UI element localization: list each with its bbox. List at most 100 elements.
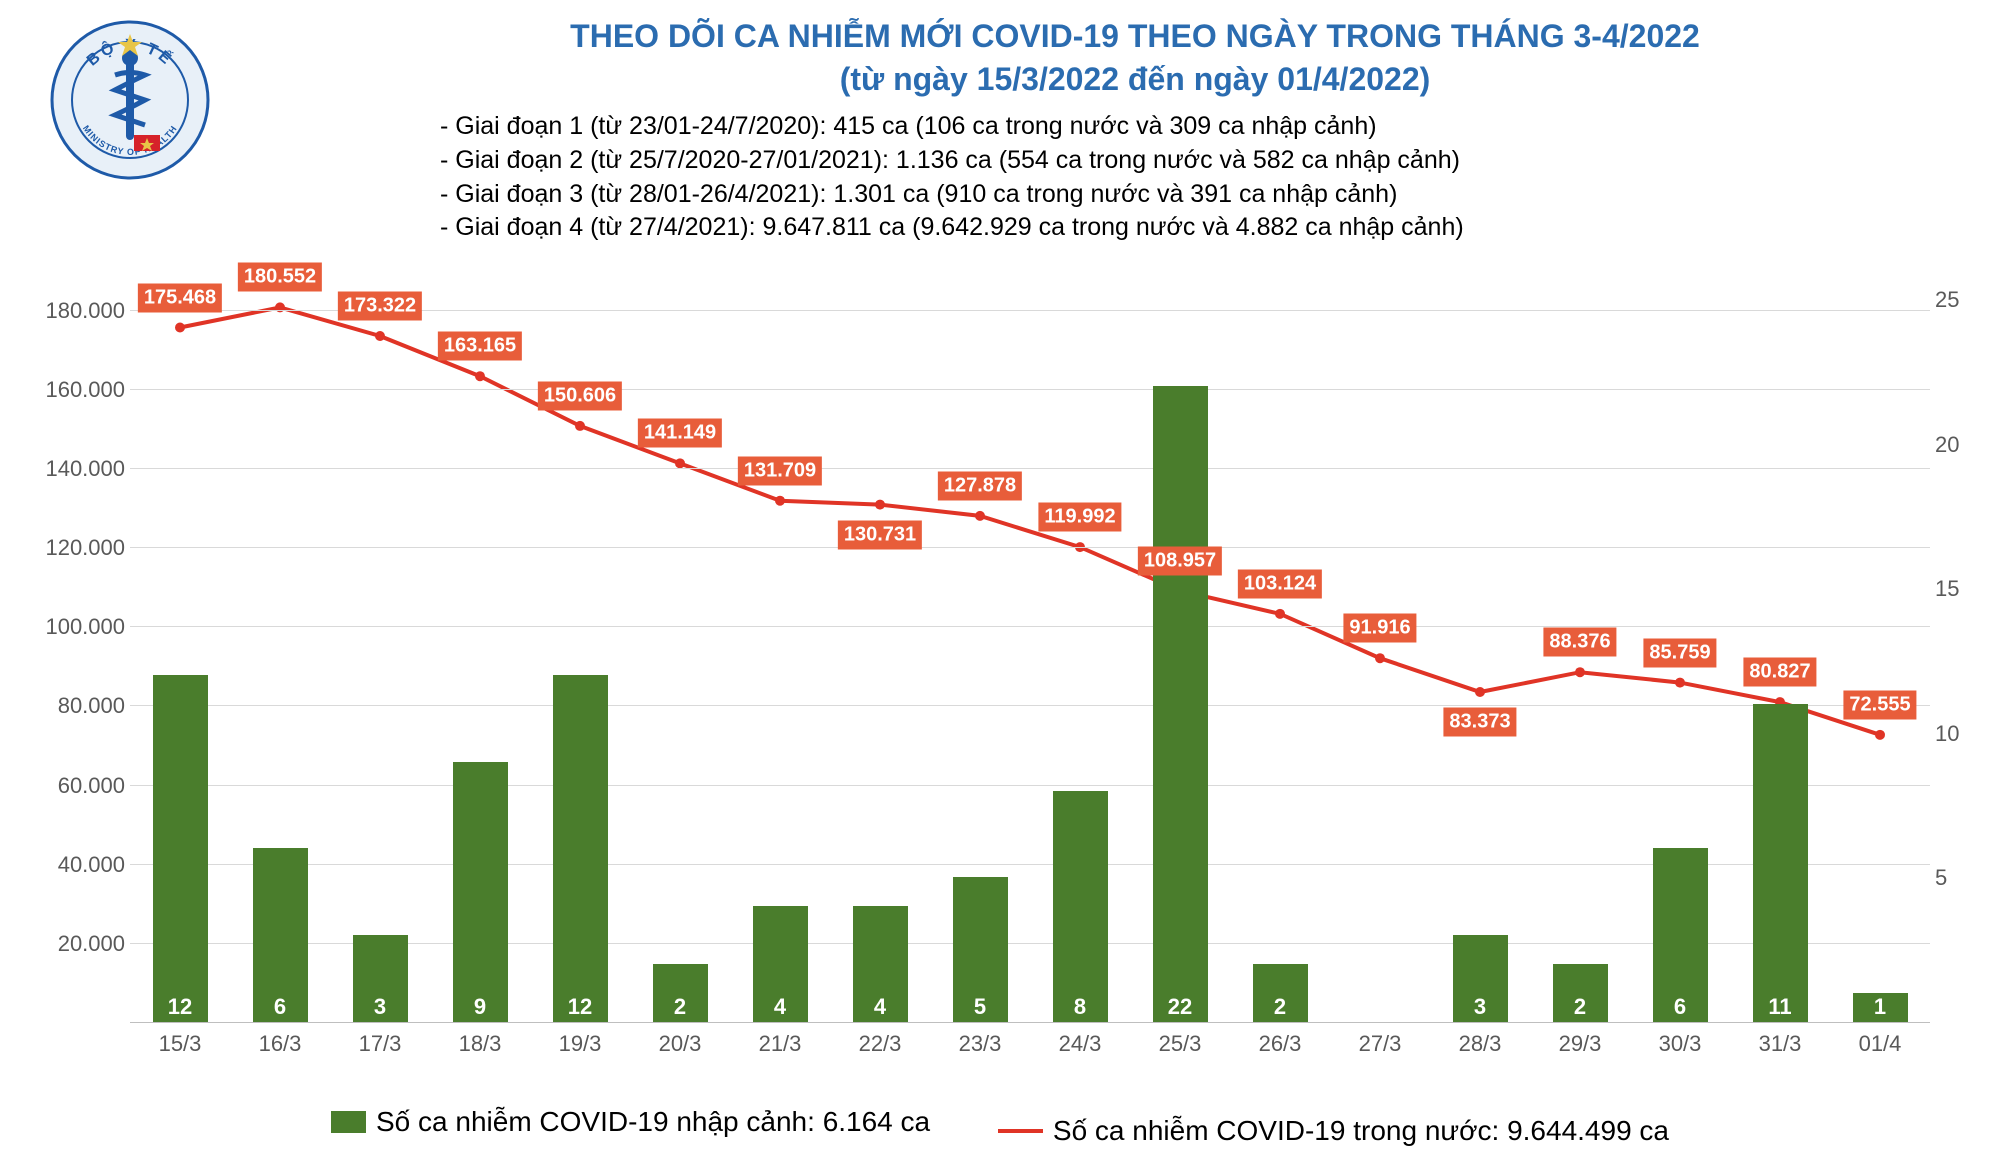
legend-swatch-bar-icon [331,1111,366,1133]
x-tick: 25/3 [1159,1031,1202,1057]
x-tick: 20/3 [659,1031,702,1057]
y-left-tick: 100.000 [40,614,125,640]
x-tick: 16/3 [259,1031,302,1057]
line-marker [1375,653,1385,663]
bar-value-label: 4 [753,994,808,1020]
bar-value-label: - [1353,994,1408,1020]
line-marker [675,458,685,468]
chart-plot-area: 20.00040.00060.00080.000100.000120.00014… [130,270,1930,1022]
gridline [130,785,1930,786]
note-line: - Giai đoạn 3 (từ 28/01-26/4/2021): 1.30… [440,178,1464,212]
line-value-label: 163.165 [438,332,522,361]
x-tick: 24/3 [1059,1031,1102,1057]
legend-line-label: Số ca nhiễm COVID-19 trong nước: 9.644.4… [1053,1115,1669,1147]
bar: 1 [1853,993,1908,1022]
line-marker [775,496,785,506]
bar: 4 [853,906,908,1022]
x-tick: 22/3 [859,1031,902,1057]
bar-value-label: 6 [253,994,308,1020]
line-marker [175,323,185,333]
chart-notes: - Giai đoạn 1 (từ 23/01-24/7/2020): 415 … [440,110,1464,245]
x-tick: 27/3 [1359,1031,1402,1057]
bar: 9 [453,762,508,1022]
bar-value-label: 22 [1153,994,1208,1020]
y-left-tick: 60.000 [40,773,125,799]
x-tick: 21/3 [759,1031,802,1057]
note-line: - Giai đoạn 1 (từ 23/01-24/7/2020): 415 … [440,110,1464,144]
legend-swatch-line-icon [998,1129,1043,1133]
bar: 22 [1153,386,1208,1022]
bar-value-label: 12 [553,994,608,1020]
line-marker [1675,678,1685,688]
line-value-label: 180.552 [238,263,322,292]
bar-value-label: 2 [1553,994,1608,1020]
line-marker [1475,687,1485,697]
x-tick: 31/3 [1759,1031,1802,1057]
y-left-tick: 40.000 [40,852,125,878]
line-marker [475,371,485,381]
y-left-tick: 120.000 [40,535,125,561]
title-line-1: THEO DÕI CA NHIỄM MỚI COVID-19 THEO NGÀY… [350,15,1920,58]
line-value-label: 88.376 [1543,628,1616,657]
y-right-tick: 5 [1935,865,1990,891]
bar: 11 [1753,704,1808,1022]
gridline [130,705,1930,706]
x-tick: 30/3 [1659,1031,1702,1057]
x-tick: 15/3 [159,1031,202,1057]
line-value-label: 119.992 [1038,503,1121,532]
gridline [130,389,1930,390]
line-marker [1575,667,1585,677]
bar: 12 [553,675,608,1022]
bar: 6 [253,848,308,1022]
line-value-label: 91.916 [1343,614,1416,643]
line-marker [275,302,285,312]
line-value-label: 83.373 [1443,708,1516,737]
y-right-tick: 20 [1935,432,1990,458]
bar-value-label: 6 [1653,994,1708,1020]
legend-item-line: Số ca nhiễm COVID-19 trong nước: 9.644.4… [998,1115,1669,1147]
bar: 3 [1453,935,1508,1022]
ministry-logo: BỘ Y TẾ MINISTRY OF HEALTH [50,20,210,180]
bar-value-label: 2 [653,994,708,1020]
line-marker [1875,730,1885,740]
bar: 6 [1653,848,1708,1022]
chart-title: THEO DÕI CA NHIỄM MỚI COVID-19 THEO NGÀY… [350,15,1920,101]
line-value-label: 108.957 [1138,546,1222,575]
x-tick: 23/3 [959,1031,1002,1057]
bar-value-label: 1 [1853,994,1908,1020]
bar-value-label: 9 [453,994,508,1020]
y-left-tick: 140.000 [40,456,125,482]
bar-value-label: 3 [353,994,408,1020]
gridline [130,626,1930,627]
line-marker [1275,609,1285,619]
line-value-label: 131.709 [738,456,822,485]
line-marker [875,500,885,510]
x-tick: 26/3 [1259,1031,1302,1057]
bar: 2 [1253,964,1308,1022]
line-value-label: 127.878 [938,471,1022,500]
line-value-label: 80.827 [1743,658,1816,687]
line-value-label: 175.468 [138,283,222,312]
note-line: - Giai đoạn 4 (từ 27/4/2021): 9.647.811 … [440,211,1464,245]
line-value-label: 103.124 [1238,569,1322,598]
note-line: - Giai đoạn 2 (từ 25/7/2020-27/01/2021):… [440,144,1464,178]
title-line-2: (từ ngày 15/3/2022 đến ngày 01/4/2022) [350,58,1920,101]
bar: 5 [953,877,1008,1022]
bar-value-label: 4 [853,994,908,1020]
bar-value-label: 2 [1253,994,1308,1020]
gridline [130,547,1930,548]
line-value-label: 150.606 [538,381,622,410]
x-tick: 28/3 [1459,1031,1502,1057]
y-left-tick: 180.000 [40,298,125,324]
bar: 3 [353,935,408,1022]
y-left-tick: 80.000 [40,693,125,719]
line-value-label: 85.759 [1643,638,1716,667]
bar: 2 [1553,964,1608,1022]
y-left-tick: 160.000 [40,377,125,403]
x-tick: 17/3 [359,1031,402,1057]
gridline [130,468,1930,469]
line-marker [375,331,385,341]
bar: 2 [653,964,708,1022]
bar-value-label: 5 [953,994,1008,1020]
bar-value-label: 8 [1053,994,1108,1020]
